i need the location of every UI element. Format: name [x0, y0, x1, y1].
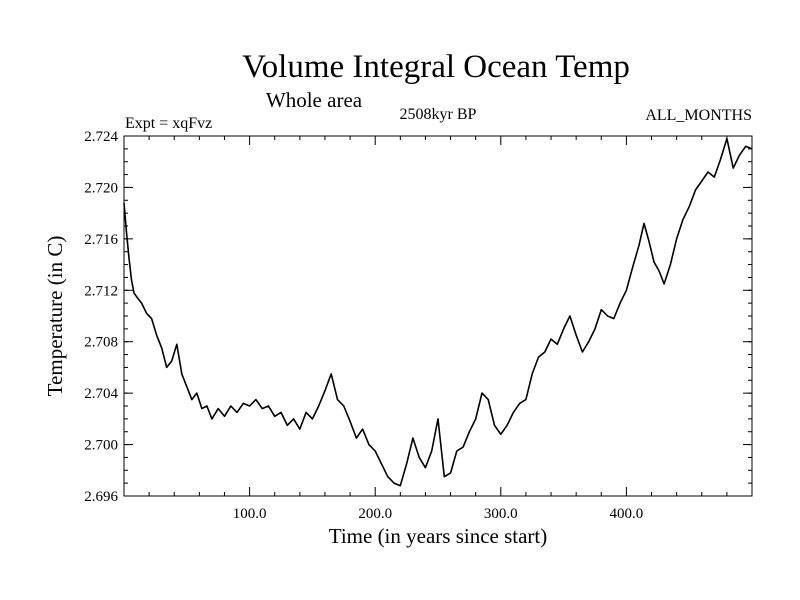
y-axis-label: Temperature (in C)	[43, 236, 67, 397]
y-axis-ticks: 2.696 2.700 2.704 2.708 2.712 2.716 2.720 2.724	[84, 129, 752, 505]
y-tick-label: 2.708	[84, 335, 118, 351]
plot-frame	[123, 135, 753, 497]
y-tick-label: 2.696	[84, 489, 118, 505]
x-tick-label: 300.0	[484, 506, 518, 522]
x-axis-ticks: 100.0 200.0 300.0 400.0	[148, 136, 728, 522]
series-line	[123, 137, 753, 487]
y-tick-label: 2.720	[84, 180, 118, 196]
y-tick-label: 2.700	[84, 438, 118, 454]
x-tick-label: 100.0	[233, 506, 267, 522]
months-annotation: ALL_MONTHS	[645, 107, 752, 124]
y-tick-label: 2.716	[84, 232, 118, 248]
chart-subtitle: Whole area	[266, 88, 363, 112]
x-tick-label: 200.0	[358, 506, 392, 522]
experiment-annotation: Expt = xqFvz	[125, 115, 212, 132]
y-tick-label: 2.712	[84, 283, 118, 299]
x-axis-label: Time (in years since start)	[329, 524, 548, 548]
chart-title: Volume Integral Ocean Temp	[242, 49, 630, 85]
x-tick-label: 400.0	[610, 506, 644, 522]
period-annotation: 2508kyr BP	[400, 106, 477, 123]
series-layer	[123, 137, 753, 487]
y-tick-label: 2.724	[84, 129, 118, 145]
y-tick-label: 2.704	[84, 386, 118, 402]
